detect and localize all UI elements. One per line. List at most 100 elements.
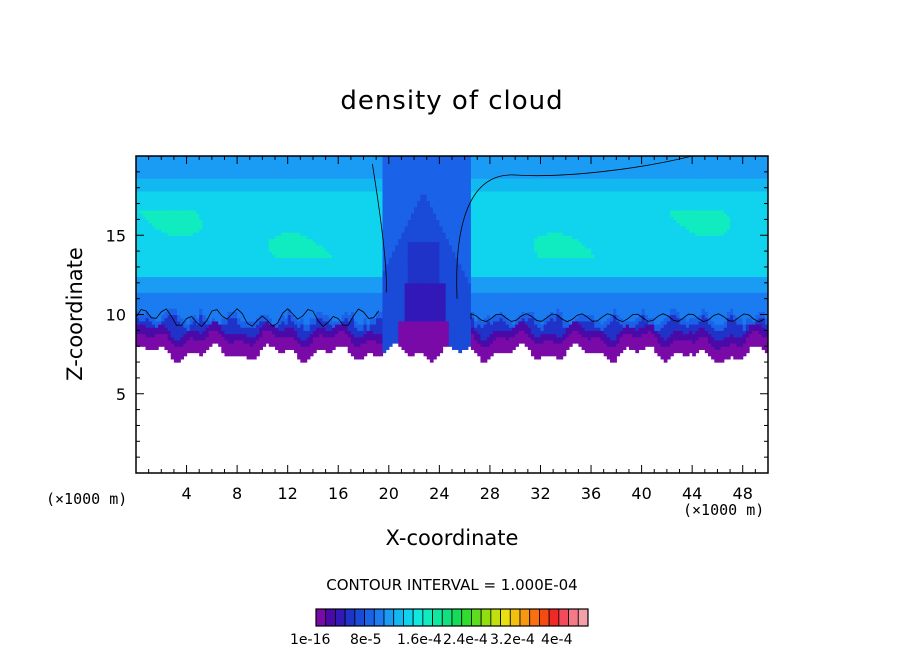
field-cell [341, 295, 346, 300]
field-cell [331, 276, 336, 281]
field-cell [382, 171, 387, 176]
field-cell [297, 232, 301, 236]
field-cell [357, 289, 361, 293]
field-cell [227, 225, 232, 230]
field-cell [221, 292, 226, 297]
field-cell [379, 241, 384, 246]
field-cell [303, 333, 308, 338]
field-cell [240, 156, 245, 160]
field-cell [189, 336, 194, 341]
field-cell [284, 263, 289, 268]
field-cell [189, 349, 194, 354]
field-cell [265, 270, 270, 274]
field-cell [230, 251, 235, 255]
field-cell [347, 238, 352, 243]
field-cell [189, 311, 194, 316]
field-cell [139, 257, 143, 262]
field-cell [211, 251, 216, 255]
field-cell [350, 162, 355, 167]
field-cell [199, 308, 203, 312]
field-cell [154, 209, 159, 214]
field-cell [243, 168, 248, 173]
field-cell [385, 336, 390, 341]
field-cell [158, 175, 162, 179]
field-cell [154, 159, 159, 163]
field-cell [331, 273, 336, 278]
field-cell [379, 346, 384, 350]
field-cell [303, 156, 308, 160]
field-cell [161, 200, 166, 205]
field-cell [186, 203, 191, 208]
field-cell [316, 251, 320, 255]
field-cell [366, 289, 371, 293]
field-cell [382, 213, 387, 217]
field-cell [237, 336, 241, 341]
field-cell [221, 282, 226, 287]
field-cell [328, 295, 333, 300]
field-cell [180, 171, 184, 176]
field-cell [319, 216, 324, 220]
field-cell [237, 324, 241, 328]
field-cell [167, 320, 172, 325]
field-cell [275, 181, 279, 186]
field-cell [322, 228, 327, 233]
field-cell [373, 213, 377, 217]
field-cell [199, 225, 203, 230]
field-cell [177, 298, 181, 303]
field-cell [382, 197, 387, 201]
field-cell [158, 209, 162, 214]
field-cell [192, 184, 197, 189]
field-cell [180, 327, 184, 331]
field-cell [208, 219, 213, 224]
field-cell [148, 266, 153, 271]
field-cell [243, 327, 248, 331]
field-cell [170, 317, 175, 322]
field-cell [287, 289, 292, 293]
field-cell [259, 339, 263, 344]
field-cell [164, 156, 169, 160]
field-cell [325, 225, 330, 230]
field-cell [382, 285, 387, 290]
field-cell [221, 225, 226, 230]
field-cell [224, 168, 229, 173]
field-cell [278, 339, 282, 344]
field-cell [151, 168, 156, 173]
field-cell [233, 247, 238, 252]
field-cell [344, 260, 349, 265]
field-cell [303, 352, 308, 357]
field-cell [161, 336, 166, 341]
field-cell [360, 327, 365, 331]
field-cell [246, 270, 251, 274]
field-cell [347, 304, 352, 309]
field-cell [316, 168, 320, 173]
field-cell [347, 219, 352, 224]
field-cell [183, 216, 188, 220]
field-cell [170, 279, 175, 284]
field-cell [278, 244, 282, 249]
field-cell [319, 219, 324, 224]
field-cell [183, 175, 188, 179]
field-cell [341, 244, 346, 249]
field-cell [379, 254, 384, 259]
field-cell [268, 222, 273, 227]
field-cell [230, 175, 235, 179]
field-cell [142, 295, 147, 300]
field-cell [173, 247, 178, 252]
field-cell [331, 266, 336, 271]
field-cell [284, 289, 289, 293]
field-cell [284, 327, 289, 331]
field-cell [290, 254, 295, 259]
field-cell [319, 244, 324, 249]
field-cell [183, 330, 188, 335]
field-cell [312, 206, 317, 211]
field-cell [341, 251, 346, 255]
field-cell [331, 232, 336, 236]
field-cell [357, 162, 361, 167]
field-cell [376, 156, 380, 160]
field-cell [319, 241, 324, 246]
field-cell [221, 181, 226, 186]
field-cell [224, 314, 229, 319]
field-cell [303, 330, 308, 335]
field-cell [158, 238, 162, 243]
field-cell [196, 206, 200, 211]
